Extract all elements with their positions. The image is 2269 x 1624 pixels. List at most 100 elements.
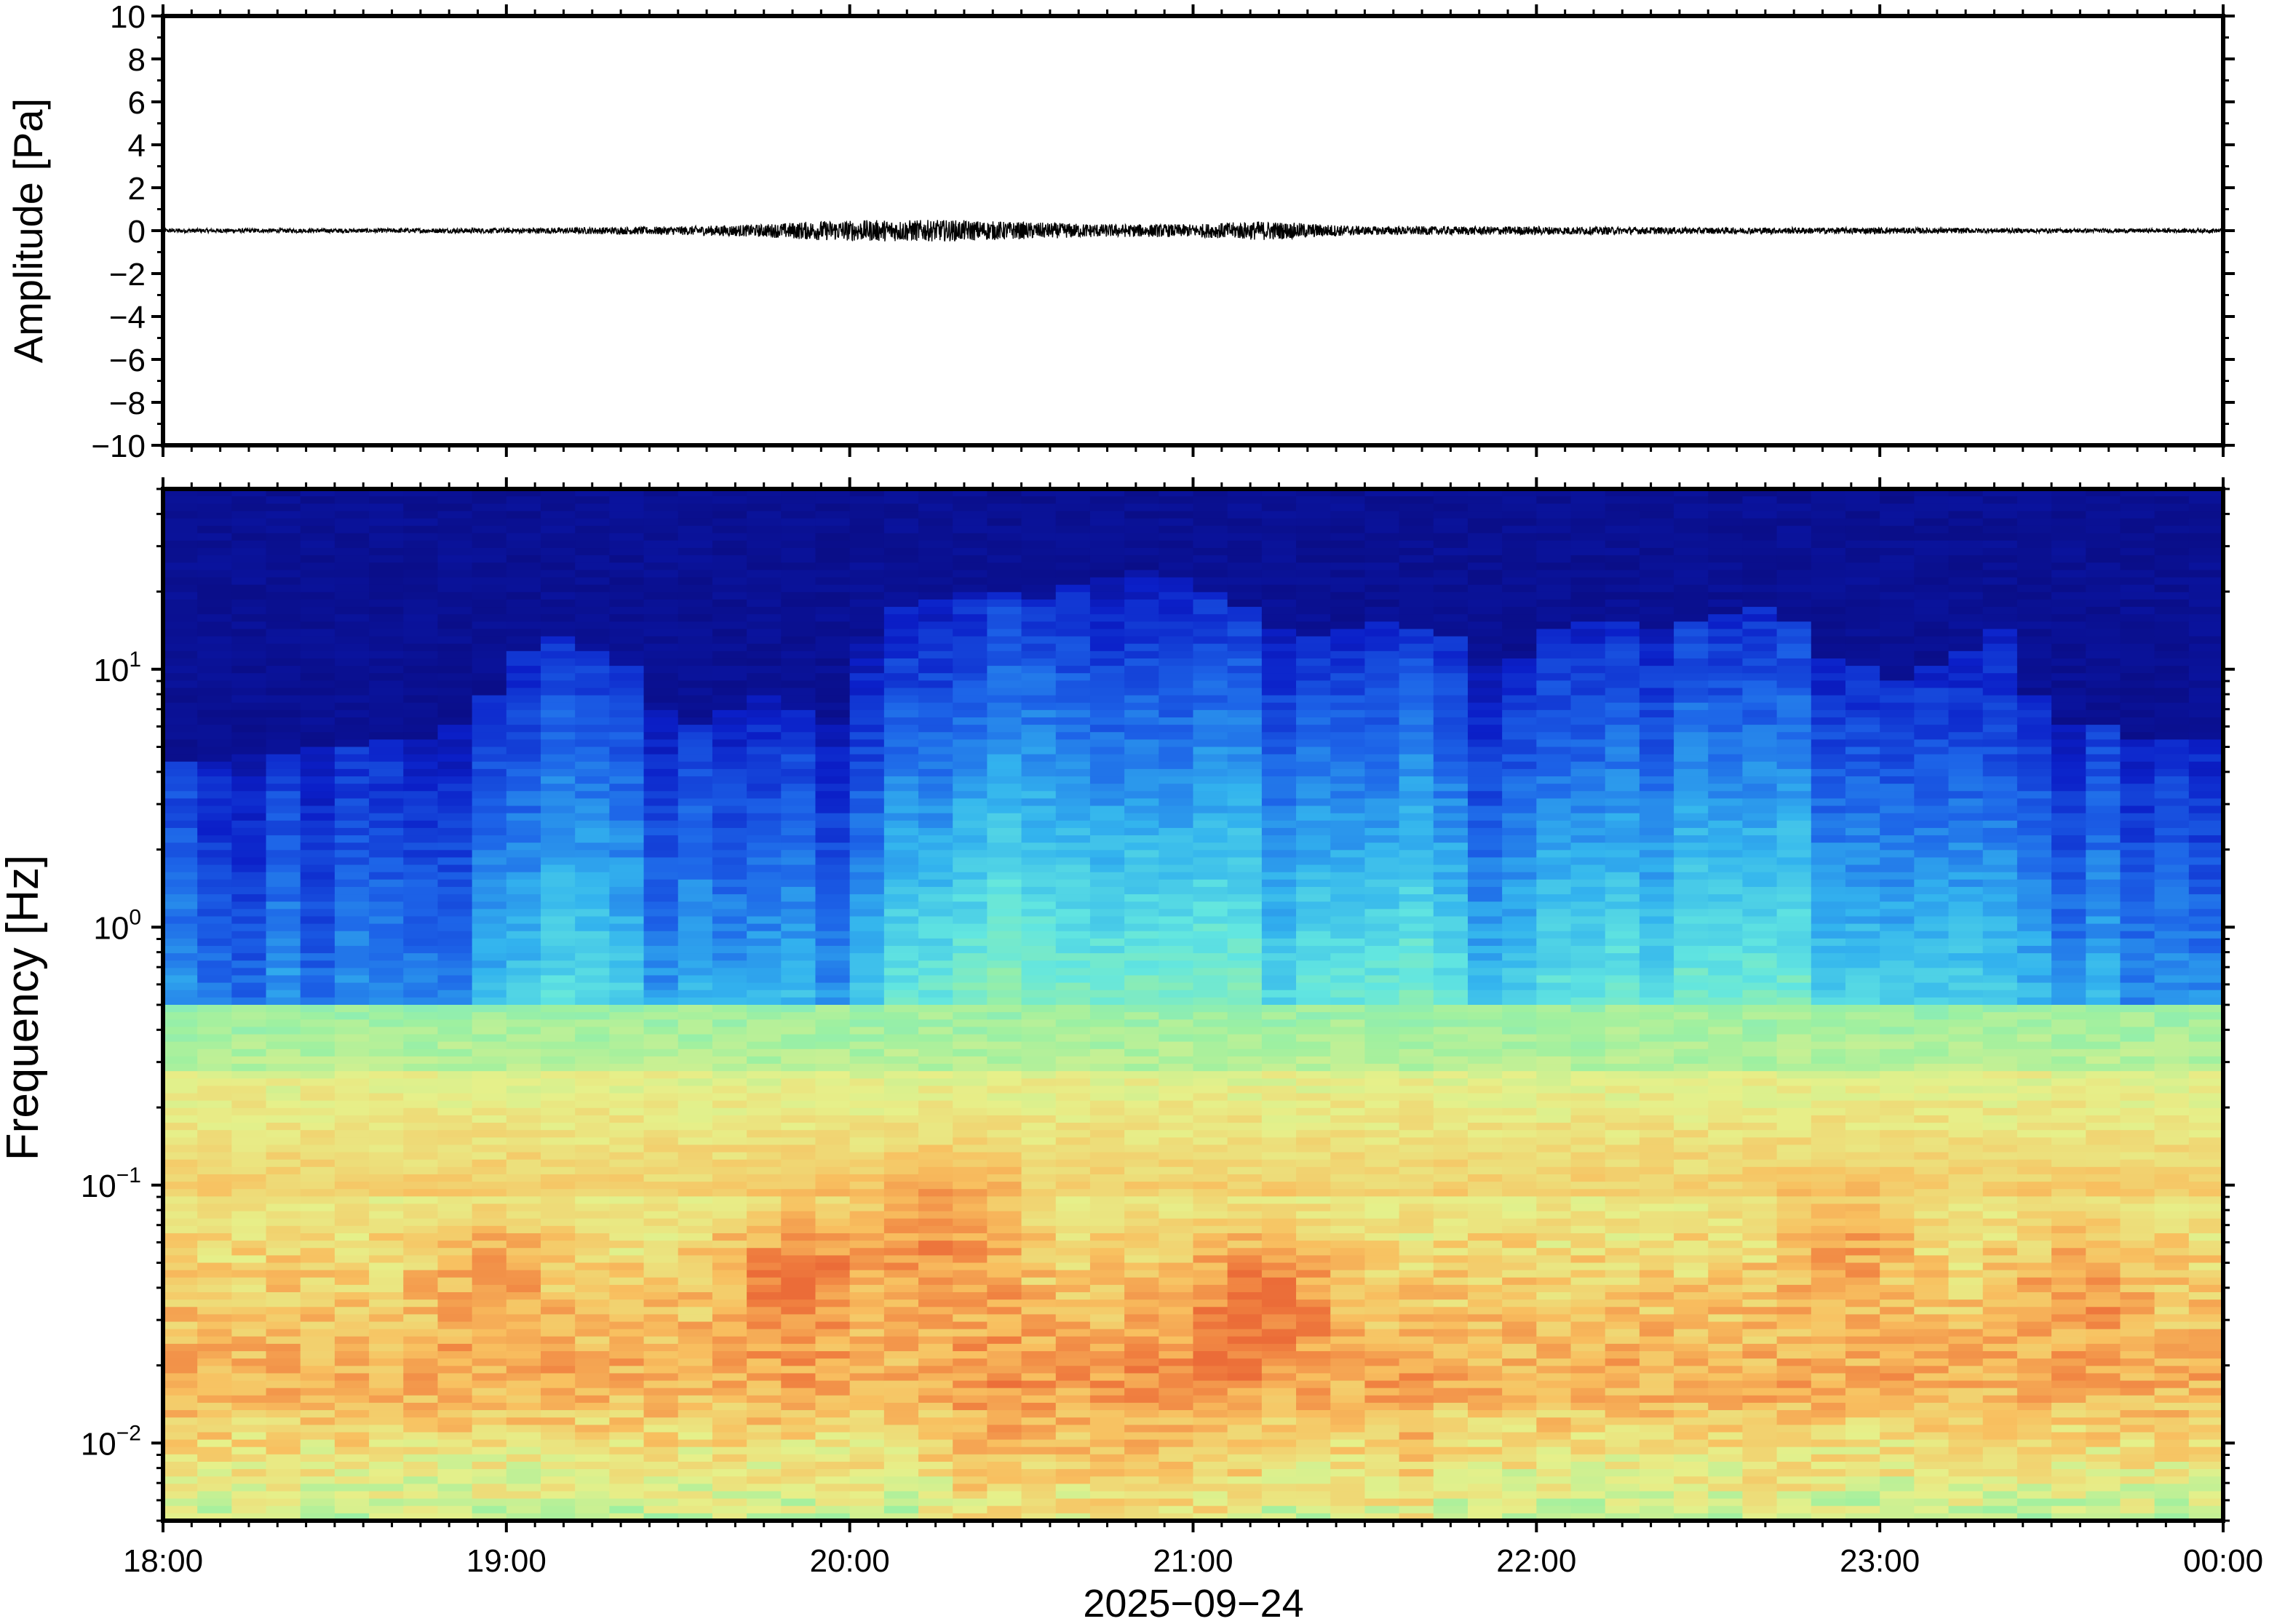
- spectrogram-cell: [849, 916, 885, 925]
- spectrogram-cell: [609, 621, 645, 630]
- spectrogram-cell: [849, 1454, 885, 1462]
- spectrogram-cell: [541, 990, 576, 998]
- spectrogram-cell: [953, 975, 988, 984]
- spectrogram-cell: [1159, 1152, 1194, 1161]
- spectrogram-cell: [334, 1027, 370, 1035]
- spectrogram-cell: [1227, 1307, 1263, 1315]
- spectrogram-cell: [953, 886, 988, 895]
- spectrogram-cell: [472, 643, 507, 652]
- spectrogram-cell: [1193, 1211, 1228, 1219]
- spectrogram-cell: [266, 1145, 301, 1153]
- spectrogram-cell: [1159, 577, 1194, 586]
- spectrogram-cell: [815, 1446, 851, 1455]
- spectrogram-cell: [197, 1417, 232, 1425]
- spectrogram-cell: [849, 1262, 885, 1271]
- spectrogram-cell: [953, 1174, 988, 1182]
- spectrogram-cell: [575, 1277, 610, 1286]
- spectrogram-cell: [575, 599, 610, 608]
- spectrogram-cell: [815, 607, 851, 615]
- spectrogram-cell: [849, 1189, 885, 1197]
- spectrogram-cell: [1159, 621, 1194, 630]
- spectrogram-cell: [266, 1402, 301, 1411]
- spectrogram-cell: [781, 1056, 816, 1064]
- spectrogram-cell: [609, 798, 645, 807]
- spectrogram-cell: [369, 1233, 404, 1241]
- spectrogram-cell: [1227, 1469, 1263, 1477]
- spectrogram-cell: [1021, 636, 1057, 645]
- spectrogram-cell: [437, 1505, 473, 1514]
- spectrogram-cell: [403, 1189, 439, 1197]
- spectrogram-cell: [609, 1461, 645, 1470]
- spectrogram-cell: [472, 1078, 507, 1087]
- spectrogram-cell: [163, 607, 198, 615]
- spectrogram-cell: [918, 1093, 953, 1102]
- spectrogram-cell: [1227, 1203, 1263, 1212]
- spectrogram-cell: [231, 990, 267, 998]
- spectrogram-cell: [541, 1446, 576, 1455]
- spectrogram-cell: [953, 688, 988, 696]
- spectrogram-cell: [1159, 1093, 1194, 1102]
- spectrogram-cell: [609, 607, 645, 615]
- spectrogram-cell: [1193, 968, 1228, 976]
- spectrogram-cell: [643, 1491, 679, 1500]
- spectrogram-cell: [266, 636, 301, 645]
- spectrogram-cell: [163, 680, 198, 689]
- spectrogram-cell: [1227, 1233, 1263, 1241]
- spectrogram-cell: [334, 503, 370, 512]
- spectrogram-cell: [575, 732, 610, 740]
- spectrogram-cell: [1055, 1130, 1091, 1138]
- spectrogram-cell: [918, 813, 953, 821]
- spectrogram-cell: [1124, 1248, 1159, 1256]
- spectrogram-cell: [781, 1182, 816, 1190]
- spectrogram-cell: [987, 975, 1022, 984]
- spectrogram-cell: [403, 650, 439, 659]
- spectrogram-cell: [1124, 1152, 1159, 1161]
- spectrogram-cell: [643, 805, 679, 814]
- spectrogram-cell: [1227, 555, 1263, 563]
- spectrogram-cell: [849, 1145, 885, 1153]
- spectrogram-cell: [1227, 489, 1263, 497]
- spectrogram-cell: [197, 1048, 232, 1057]
- spectrogram-cell: [403, 695, 439, 704]
- spectrogram-cell: [953, 872, 988, 880]
- spectrogram-cell: [541, 732, 576, 740]
- spectrogram-cell: [987, 1454, 1022, 1462]
- spectrogram-cell: [403, 784, 439, 792]
- spectrogram-cell: [849, 1417, 885, 1425]
- spectrogram-cell: [1296, 1255, 1331, 1264]
- spectrogram-cell: [1193, 1034, 1228, 1043]
- spectrogram-cell: [1021, 931, 1057, 939]
- spectrogram-cell: [266, 1093, 301, 1102]
- spectrogram-cell: [1089, 592, 1125, 600]
- spectrogram-cell: [1159, 540, 1194, 549]
- spectrogram-cell: [472, 1005, 507, 1013]
- spectrogram-cell: [609, 1299, 645, 1307]
- spectrogram-cell: [231, 1484, 267, 1492]
- spectrogram-cell: [472, 680, 507, 689]
- spectrogram-cell: [849, 960, 885, 968]
- spectrogram-cell: [437, 702, 473, 711]
- spectrogram-cell: [163, 1041, 198, 1050]
- spectrogram-cell: [541, 982, 576, 991]
- spectrogram-cell: [1193, 695, 1228, 704]
- spectrogram-cell: [472, 1461, 507, 1470]
- spectrogram-cell: [1261, 1203, 1297, 1212]
- spectrogram-cell: [266, 1292, 301, 1300]
- spectrogram-cell: [403, 717, 439, 725]
- spectrogram-cell: [1296, 894, 1331, 902]
- spectrogram-cell: [1193, 872, 1228, 880]
- spectrogram-cell: [266, 931, 301, 939]
- spectrogram-cell: [266, 805, 301, 814]
- spectrogram-cell: [849, 1388, 885, 1396]
- spectrogram-cell: [575, 1145, 610, 1153]
- spectrogram-cell: [815, 548, 851, 556]
- spectrogram-cell: [712, 732, 747, 740]
- spectrogram-cell: [1261, 1048, 1297, 1057]
- spectrogram-cell: [266, 548, 301, 556]
- spectrogram-cell: [849, 1343, 885, 1352]
- spectrogram-cell: [541, 1454, 576, 1462]
- spectrogram-cell: [1296, 503, 1331, 512]
- spectrogram-cell: [197, 1233, 232, 1241]
- spectrogram-cell: [334, 747, 370, 755]
- spectrogram-cell: [849, 1491, 885, 1500]
